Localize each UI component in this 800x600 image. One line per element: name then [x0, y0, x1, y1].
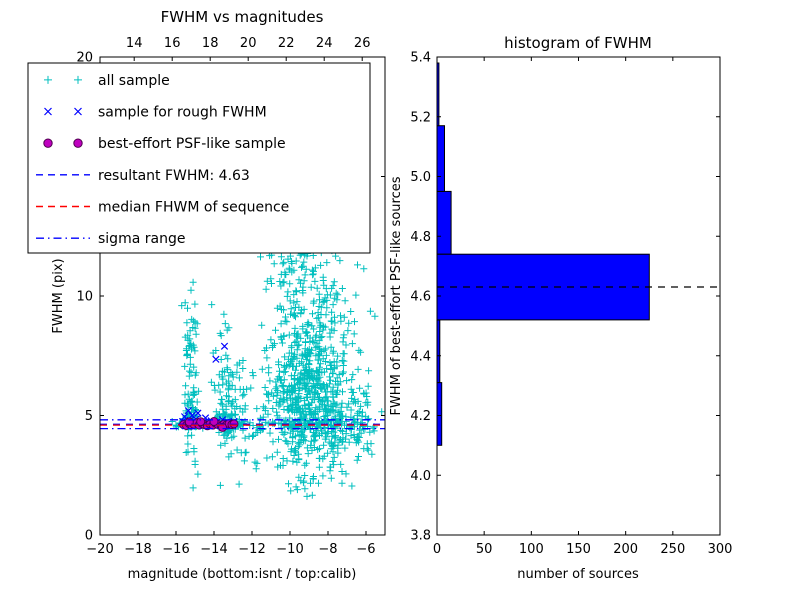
- hist-fwhm-tick-label: 5.2: [410, 110, 431, 125]
- left-plot-xlabel: magnitude (bottom:isnt / top:calib): [128, 567, 357, 582]
- legend-item-label: sigma range: [98, 231, 185, 247]
- sources-count-tick-label: 150: [566, 542, 591, 557]
- plus-marker-icon: [44, 75, 52, 84]
- calib-magnitude-tick-label: 14: [126, 36, 143, 51]
- magnitude-tick-label: −12: [238, 542, 265, 557]
- psf-point: [209, 417, 219, 426]
- hist-fwhm-tick-label: 3.8: [410, 529, 431, 544]
- sources-count-tick-label: 100: [519, 542, 544, 557]
- histogram-bar: [437, 125, 445, 192]
- sources-count-tick-label: 250: [660, 542, 685, 557]
- right-plot-ylabel: FWHM of best-effort PSF-like sources: [389, 176, 404, 415]
- legend-item-label: resultant FWHM: 4.63: [98, 168, 250, 184]
- tick-labels: −20 −18 −16 −14 −12 −10 −8 −6 14 16 18 20 22 24 26 0 5 10…: [76, 36, 732, 557]
- legend-item: all sample: [44, 73, 170, 89]
- legend-item-label: median FHWM of sequence: [98, 200, 289, 216]
- sources-count-tick-label: 200: [613, 542, 638, 557]
- legend-item: resultant FWHM: 4.63: [36, 168, 250, 184]
- right-plot-xlabel: number of sources: [517, 567, 639, 582]
- histogram-bar: [437, 382, 443, 446]
- magnitude-tick-label: −20: [86, 542, 113, 557]
- legend: all sample sample for rough FWHM best-effo…: [27, 62, 371, 254]
- sources-count-tick-label: 50: [476, 542, 493, 557]
- calib-magnitude-tick-label: 24: [316, 36, 333, 51]
- magnitude-tick-label: −18: [124, 542, 151, 557]
- legend-item-label: all sample: [98, 73, 170, 89]
- plots: −20 −18 −16 −14 −12 −10 −8 −6 14 16 18 20 22 24 26 0 5 10…: [76, 36, 732, 557]
- hist-fwhm-tick-label: 4.2: [410, 409, 431, 424]
- legend-item: sample for rough FWHM: [44, 105, 267, 121]
- histogram-bar: [437, 62, 440, 127]
- left-plot-data: [100, 63, 385, 500]
- hist-fwhm-tick-label: 4.8: [410, 230, 431, 245]
- legend-item: best-effort PSF-like sample: [43, 136, 286, 152]
- fwhm-tick-label: 10: [76, 290, 93, 305]
- calib-magnitude-tick-label: 16: [164, 36, 181, 51]
- sources-count-tick-label: 300: [708, 542, 733, 557]
- histogram-bar: [437, 190, 452, 255]
- legend-item-label: sample for rough FWHM: [98, 105, 267, 121]
- ticks: [99, 56, 721, 536]
- psf-point: [196, 417, 206, 427]
- right-plot-data: [437, 62, 720, 446]
- hist-fwhm-tick-label: 5.4: [410, 51, 431, 66]
- sources-count-tick-label: 0: [433, 542, 441, 557]
- magnitude-tick-label: −16: [162, 542, 189, 557]
- fwhm-tick-label: 0: [85, 529, 93, 544]
- circle-marker-icon: [43, 138, 53, 148]
- left-plot-title: FWHM vs magnitudes: [161, 8, 324, 26]
- hist-fwhm-tick-label: 4.6: [410, 290, 431, 305]
- legend-item-label: best-effort PSF-like sample: [98, 136, 286, 152]
- calib-magnitude-tick-label: 26: [354, 36, 371, 51]
- fwhm-tick-label: 20: [76, 51, 93, 66]
- hist-fwhm-tick-label: 4.4: [410, 349, 431, 364]
- plus-marker-icon: [74, 75, 82, 84]
- circle-marker-icon: [73, 138, 83, 148]
- legend-item: sigma range: [36, 231, 185, 247]
- x-marker-icon: [44, 107, 52, 116]
- calib-magnitude-tick-label: 22: [278, 36, 295, 51]
- magnitude-tick-label: −6: [356, 542, 375, 557]
- legend-item: median FHWM of sequence: [36, 200, 289, 216]
- hist-fwhm-tick-label: 5.0: [410, 170, 431, 185]
- legend-frame: [27, 62, 371, 254]
- magnitude-tick-label: −10: [276, 542, 303, 557]
- x-marker-icon: [74, 107, 82, 116]
- fwhm-tick-label: 5: [85, 409, 93, 424]
- left-plot-ylabel: FWHM (pix): [51, 258, 66, 333]
- right-plot-title: histogram of FWHM: [504, 34, 652, 52]
- calib-magnitude-tick-label: 20: [240, 36, 257, 51]
- calib-magnitude-tick-label: 18: [202, 36, 219, 51]
- magnitude-tick-label: −14: [200, 542, 227, 557]
- magnitude-tick-label: −8: [318, 542, 337, 557]
- hist-fwhm-tick-label: 4.0: [410, 469, 431, 484]
